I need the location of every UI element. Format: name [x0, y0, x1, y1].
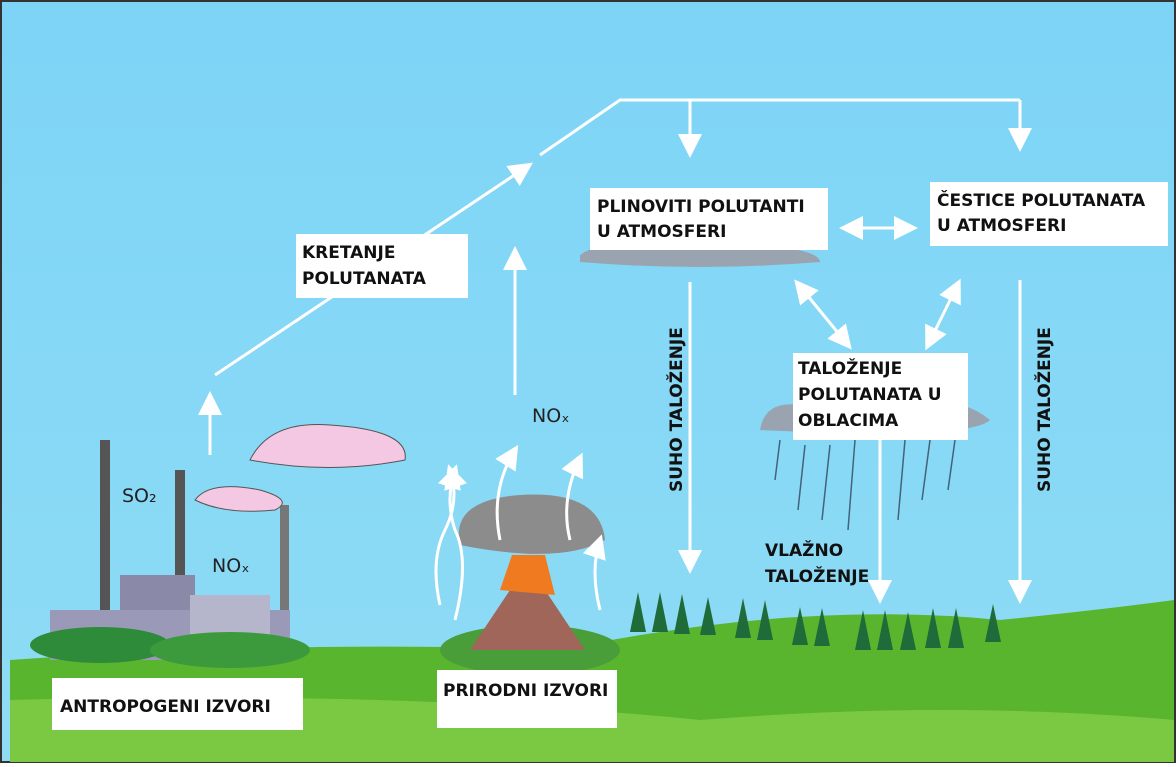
wet-deposition-label: TALOŽENJE — [765, 565, 869, 587]
cloud-deposition-label: OBLACIMA — [798, 411, 899, 431]
gaseous-label: U ATMOSFERI — [597, 222, 726, 242]
gaseous-label: PLINOVITI POLUTANTI — [597, 197, 805, 217]
cloud-deposition-label: POLUTANATA U — [798, 385, 942, 405]
cloud-deposition-label: TALOŽENJE — [798, 357, 902, 379]
source-label: ANTROPOGENI IZVORI — [60, 697, 271, 717]
source-label: PRIRODNI IZVORI — [443, 681, 608, 701]
wet-deposition-label: VLAŽNO — [765, 539, 843, 561]
particles-label: ČESTICE POLUTANATA — [937, 189, 1146, 211]
particles-label: U ATMOSFERI — [937, 216, 1066, 236]
diagram: KRETANJE POLUTANATA PLINOVITI POLUTANTI U A… — [0, 0, 1176, 763]
so2-label: SO₂ — [122, 485, 157, 507]
movement-label: KRETANJE — [302, 243, 395, 263]
dry-deposition-label: SUHO TALOŽENJE — [665, 327, 687, 492]
nox-label: NOₓ — [532, 405, 570, 427]
dry-deposition-label: SUHO TALOŽENJE — [1033, 327, 1055, 492]
movement-label: POLUTANATA — [302, 269, 427, 289]
nox-label: NOₓ — [212, 555, 250, 577]
